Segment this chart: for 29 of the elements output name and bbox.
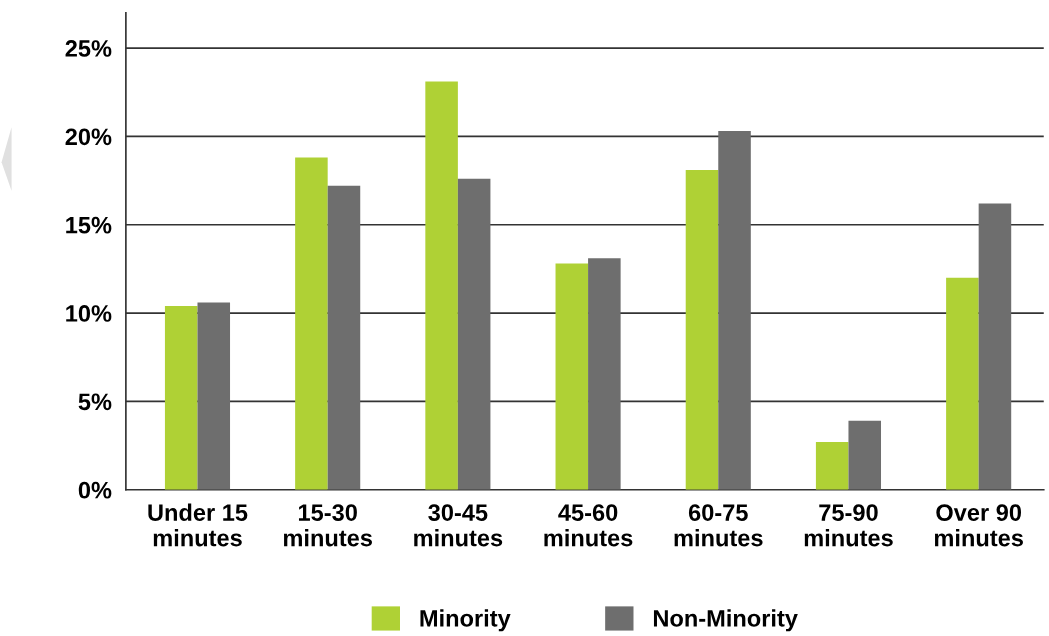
bar: [946, 277, 979, 490]
bar: [555, 263, 589, 490]
bar: [588, 258, 621, 490]
bar: [815, 442, 849, 490]
bar: [848, 420, 882, 490]
bar: [327, 185, 361, 490]
x-tick-label: Over 90 minutes: [934, 504, 1023, 547]
legend-label: Minority: [420, 609, 511, 632]
y-tick-label: 0%: [78, 481, 112, 499]
bar: [685, 169, 719, 490]
bar: [425, 81, 458, 490]
x-tick-label: 30-45 minutes: [414, 504, 503, 547]
y-tick-label: 10%: [66, 305, 112, 322]
legend-label: Non-Minority: [653, 609, 798, 632]
y-tick-label: 15%: [66, 216, 112, 234]
y-tick-label: 25%: [65, 40, 112, 57]
bar: [718, 131, 751, 490]
x-tick-label: 15-30 minutes: [283, 504, 372, 547]
x-tick-label: 60-75 minutes: [674, 504, 763, 547]
x-tick-label: 45-60 minutes: [544, 504, 633, 547]
bar: [197, 302, 231, 490]
y-tick-label: 5%: [78, 393, 112, 411]
x-tick-label: Under 15 minutes: [148, 503, 248, 547]
x-tick-label: 75-90 minutes: [804, 504, 893, 547]
bar: [978, 203, 1012, 490]
bar: [457, 178, 491, 490]
bar: [164, 305, 198, 490]
y-tick-label: 20%: [65, 128, 112, 146]
bar: [295, 157, 328, 490]
